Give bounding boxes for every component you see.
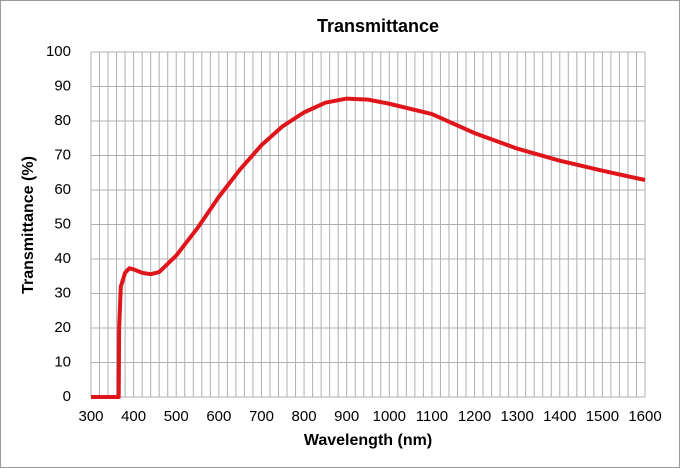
data-line: [91, 96, 646, 399]
x-tick-label: 600: [206, 408, 231, 425]
y-tick-label: 60: [54, 181, 71, 198]
y-axis-title: Transmittance (%): [20, 156, 37, 294]
x-tick-label: 500: [164, 408, 189, 425]
x-tick-label: 1100: [416, 408, 448, 425]
x-tick-label: 300: [78, 408, 103, 425]
x-tick-label: 700: [249, 408, 274, 425]
y-tick-label: 90: [54, 77, 71, 94]
x-axis-title: Wavelength (nm): [304, 432, 432, 449]
x-tick-label: 800: [292, 408, 317, 425]
x-tick-label: 900: [334, 408, 359, 425]
x-tick-label: 1600: [628, 408, 661, 425]
x-tick-label: 1000: [373, 408, 406, 425]
x-tick-label: 1200: [458, 408, 491, 425]
y-tick-label: 40: [54, 250, 71, 267]
y-tick-label: 70: [54, 146, 71, 163]
y-tick-label: 10: [54, 353, 71, 370]
y-tick-label: 30: [54, 284, 71, 301]
x-tick-label: 1300: [500, 408, 533, 425]
y-tick-label: 50: [54, 215, 71, 232]
chart-title: Transmittance: [317, 16, 439, 36]
y-tick-label: 100: [46, 43, 71, 60]
y-tick-label: 0: [63, 388, 71, 405]
x-tick-label: 1500: [586, 408, 619, 425]
y-tick-label: 20: [54, 319, 71, 336]
x-tick-label: 1400: [543, 408, 576, 425]
x-tick-label: 400: [121, 408, 146, 425]
y-tick-label: 80: [54, 112, 71, 129]
